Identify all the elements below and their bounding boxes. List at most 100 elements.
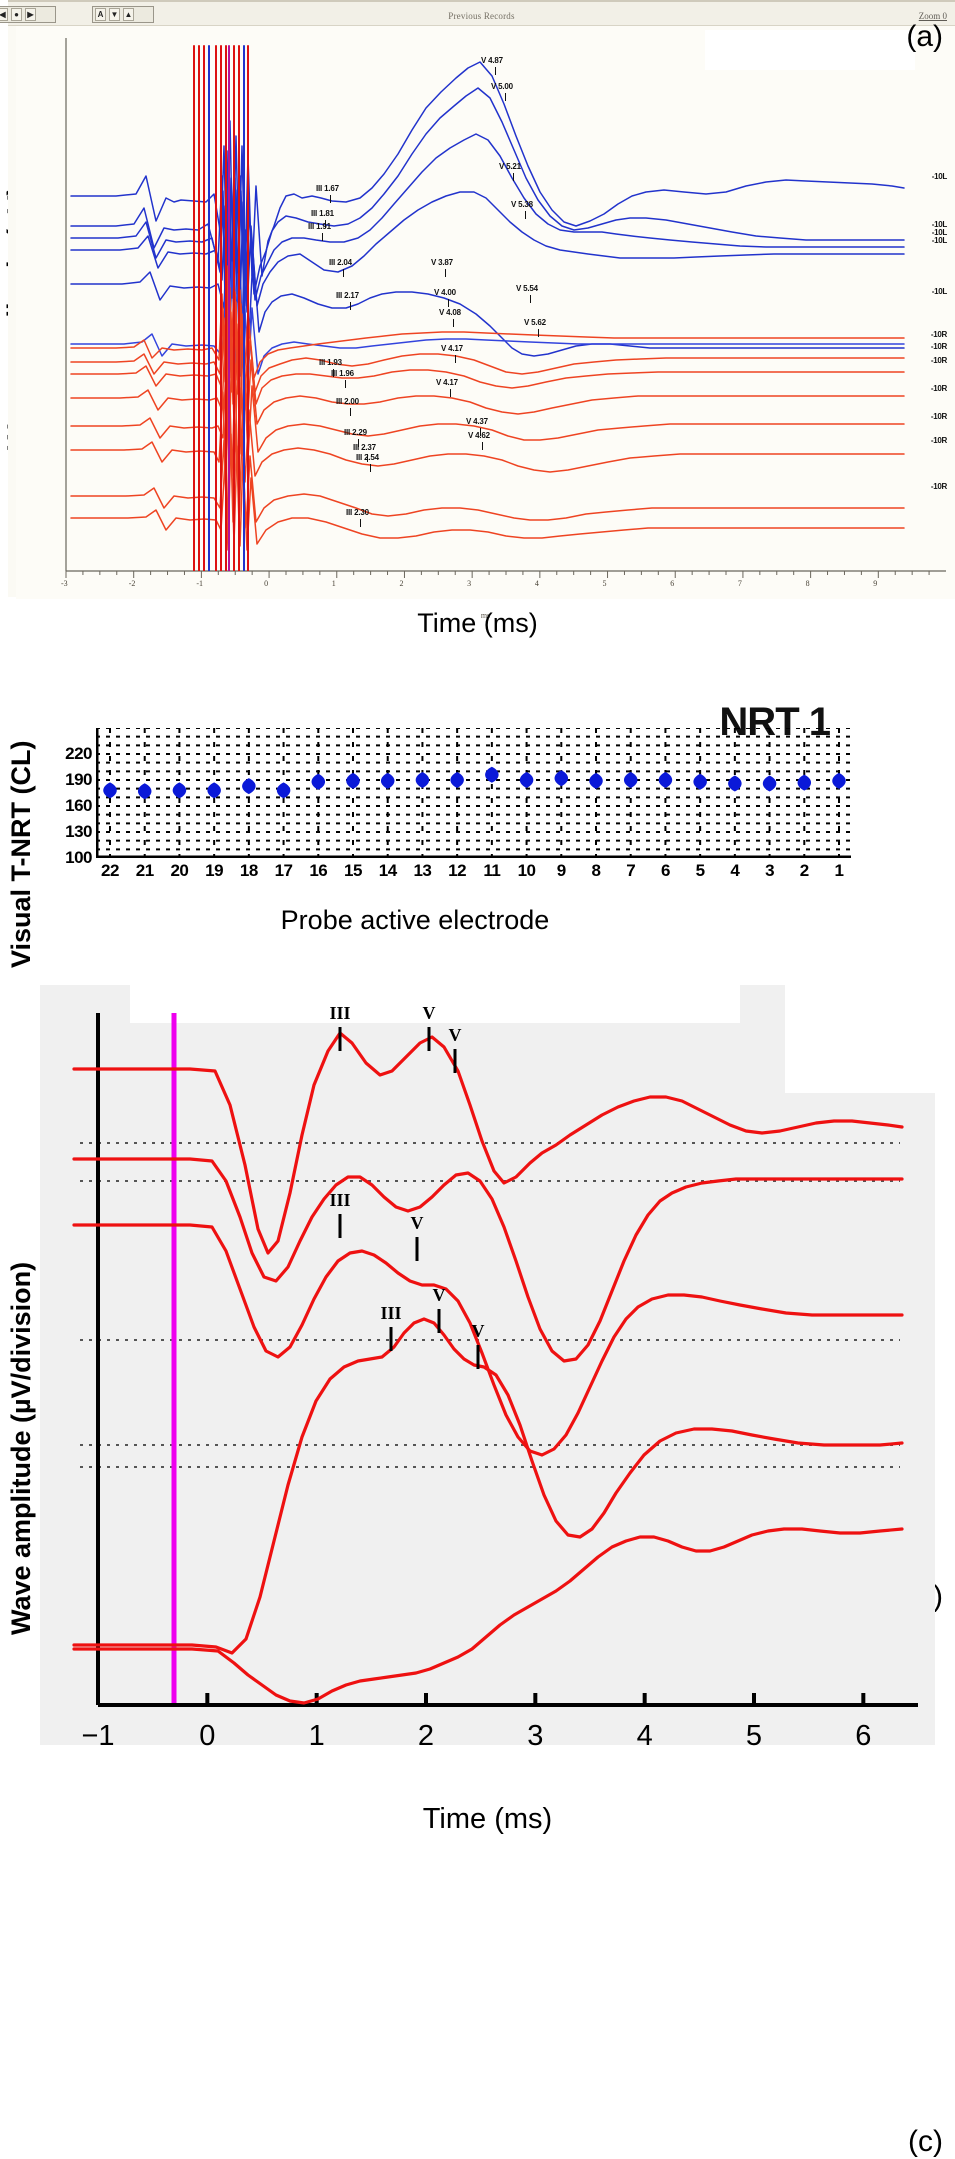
x-tick-label: 3 (527, 1720, 544, 1752)
panel-label-a: (a) (906, 20, 943, 53)
y-tick-label: 130 (65, 822, 92, 841)
x-tick-label: 7 (626, 861, 636, 880)
data-point[interactable] (415, 772, 430, 788)
peak-marker-stem (448, 299, 449, 307)
data-point[interactable] (832, 772, 846, 789)
data-point[interactable] (172, 782, 187, 799)
x-tick-label: 16 (309, 861, 328, 880)
peak-marker: V 5.62 (524, 318, 546, 327)
x-tick-label: 2 (417, 1720, 435, 1752)
data-point[interactable] (519, 772, 534, 788)
x-tick-label: 4 (534, 579, 539, 588)
peak-marker-stem (455, 355, 456, 363)
peak-marker-stem (538, 329, 539, 337)
data-point[interactable] (380, 772, 395, 789)
panel-c-plot-area[interactable]: III V V III V III V V (40, 985, 935, 1745)
up-arrow-icon[interactable]: ▲ (123, 8, 134, 21)
x-tick-label: 8 (591, 861, 601, 880)
panel-a-x-unit-label: ms (480, 611, 491, 620)
peak-marker: V 4.37 (466, 417, 488, 426)
zoom-level-link[interactable]: Zoom 0 (918, 11, 947, 21)
peak-marker-stem (482, 442, 483, 450)
data-point[interactable] (137, 783, 152, 800)
peak-marker: III 1.93 (319, 358, 342, 367)
x-tick-label: 3 (467, 579, 472, 588)
peak-marker: III 1.67 (316, 184, 339, 193)
x-tick-label: 5 (745, 1720, 763, 1752)
peak-marker: V 5.54 (516, 284, 538, 293)
x-tick-label: 10 (517, 861, 536, 880)
A-icon[interactable]: A (95, 8, 106, 21)
left-arrow-icon[interactable]: ◀ (0, 8, 8, 21)
peak-marker: V 5.38 (511, 200, 533, 209)
x-tick-label: 2 (799, 861, 809, 880)
data-point[interactable] (207, 782, 221, 799)
x-tick-label: −1 (81, 1720, 115, 1752)
data-point[interactable] (485, 766, 499, 783)
data-point[interactable] (346, 772, 360, 789)
peak-marker: V 4.17 (441, 344, 463, 353)
panel-label-c: (c) (908, 2125, 943, 2158)
panel-c-x-axis-title: Time (ms) (422, 1803, 553, 1835)
down-arrow-icon[interactable]: ▼ (109, 8, 120, 21)
x-tick-label: 15 (344, 861, 362, 880)
peak-marker: V 4.87 (481, 56, 503, 65)
wave-marker-label: V (410, 1213, 424, 1233)
toolbar-group-navigation[interactable]: ◀ ● ▶ (0, 6, 56, 23)
panel-b-scatter-svg (96, 728, 851, 858)
panel-a-ecap-recording: Wave amplitude (µV) ◀ ● ▶ A ▼ ▲ Previous… (0, 0, 955, 638)
x-tick-label: 3 (765, 861, 775, 880)
peak-marker: V 4.62 (468, 431, 490, 440)
peak-marker: III 2.17 (336, 291, 359, 300)
recording-software-window: ◀ ● ▶ A ▼ ▲ Previous Records Zoom 0 (0, 0, 955, 620)
data-point[interactable] (658, 772, 673, 788)
data-point[interactable] (762, 775, 777, 792)
peak-marker-stem (350, 302, 351, 310)
peak-marker: III 1.91 (308, 222, 331, 231)
peak-marker-stem (333, 369, 334, 377)
x-tick-label: 8 (805, 579, 810, 588)
data-point[interactable] (589, 772, 603, 789)
peak-marker-stem (445, 269, 446, 277)
data-point[interactable] (693, 773, 707, 790)
x-tick-label: 7 (737, 579, 742, 588)
data-point[interactable] (554, 770, 569, 787)
data-point[interactable] (623, 772, 638, 788)
software-toolbar[interactable]: ◀ ● ▶ A ▼ ▲ Previous Records Zoom 0 (0, 2, 955, 26)
peak-marker-stem (343, 269, 344, 277)
wave-marker-label: V (432, 1285, 446, 1305)
data-point[interactable] (728, 775, 742, 792)
peak-marker: V 4.00 (434, 288, 456, 297)
peak-marker: V 4.08 (439, 308, 461, 317)
x-tick-label: 18 (239, 861, 258, 880)
wave-marker-label: V (422, 1003, 436, 1023)
blank-overlay-patch (705, 30, 915, 70)
data-point[interactable] (450, 772, 464, 788)
channel-label: -10R (930, 342, 947, 351)
x-tick-label: 6 (660, 861, 670, 880)
data-point[interactable] (311, 773, 326, 790)
x-tick-label: 5 (602, 579, 607, 588)
x-tick-label: 14 (378, 861, 397, 880)
panel-a-waveform-svg (65, 38, 946, 578)
wave-marker-label: V (448, 1025, 462, 1045)
channel-label: -10L (931, 220, 948, 229)
x-tick-label: 1 (331, 579, 336, 588)
data-point[interactable] (797, 774, 812, 791)
data-point[interactable] (276, 782, 291, 799)
panel-a-plot-area[interactable]: III 1.67 III 1.81 III 1.91 III 2.04 III 2.17… (16, 26, 955, 620)
panel-c-y-axis-title: Wave amplitude (µV/division) (6, 1261, 36, 1635)
peak-marker-stem (358, 439, 359, 447)
data-point[interactable] (103, 782, 117, 799)
dot-icon[interactable]: ● (11, 8, 22, 21)
peak-marker: III 2.54 (356, 453, 379, 462)
wave-marker-label: III (329, 1190, 351, 1210)
x-tick-label: 20 (170, 861, 189, 880)
data-point[interactable] (242, 778, 256, 795)
toolbar-group-text-scale[interactable]: A ▼ ▲ (92, 6, 154, 23)
peak-marker-stem (525, 211, 526, 219)
right-arrow-icon[interactable]: ▶ (25, 8, 36, 21)
panel-b-plot-area[interactable]: 220 190 160 130 100 22 21 20 19 18 17 16 15 14 13 12 11… (65, 728, 851, 880)
peak-marker-stem (330, 195, 331, 203)
x-tick-label: -1 (196, 579, 204, 588)
